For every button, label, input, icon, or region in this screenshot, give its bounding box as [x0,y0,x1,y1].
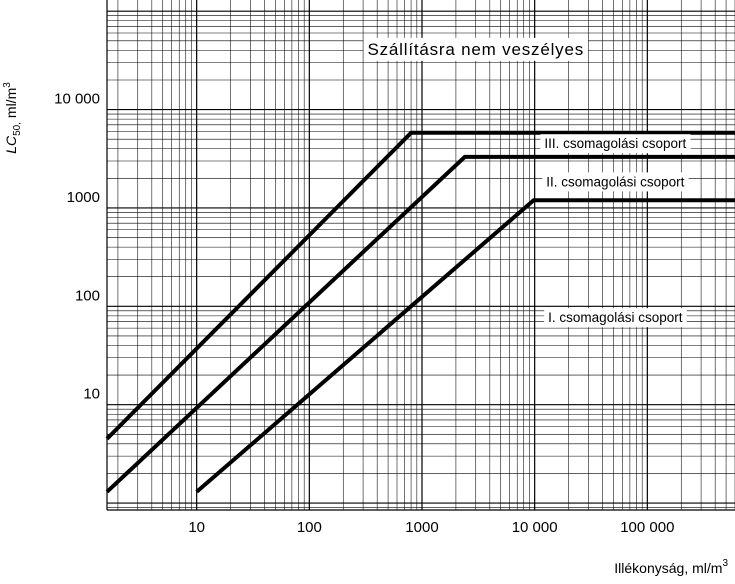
y-axis-title-sub: 50, [12,122,23,136]
x-tick-label: 100 000 [620,519,674,536]
y-tick-label: 1000 [67,189,100,206]
region-label-3: II. csomagolási csoport [546,174,684,189]
tick-layer: 10 100 1000 10 000 100 000 10 100 1000 10 000 [54,91,674,536]
region-label-4: I. csomagolási csoport [548,310,683,325]
label-layer: Szállításra nem veszélyes III. csomagolás… [363,37,691,328]
y-axis-title-main: LC [3,135,19,154]
y-axis-title-sup: 3 [2,82,13,88]
x-tick-label: 1000 [405,519,438,536]
x-tick-label: 10 [188,519,205,536]
series-line-3 [195,198,735,494]
x-axis-title-main: Illékonyság, ml/m [614,560,722,576]
series-layer [105,130,735,494]
y-tick-label: 100 [75,287,100,304]
x-tick-label: 100 [297,519,322,536]
region-label-background [540,134,691,154]
y-axis-title-rest: ml/m [3,88,19,122]
region-label-background [542,172,689,192]
region-label-2: III. csomagolási csoport [544,136,686,151]
y-axis-title: LC50, ml/m3 [2,82,23,154]
region-label-1: Szállításra nem veszélyes [367,40,584,59]
region-label-background [363,37,589,61]
x-axis-title-sup: 3 [722,558,728,569]
y-tick-label: 10 [83,386,100,403]
x-tick-label: 10 000 [512,519,558,536]
grid [106,0,735,511]
x-axis-title: Illékonyság, ml/m3 [614,558,728,576]
series-line-1 [105,130,735,441]
series-line-2 [105,154,735,494]
y-tick-label: 10 000 [54,91,100,108]
region-label-background [544,308,687,328]
